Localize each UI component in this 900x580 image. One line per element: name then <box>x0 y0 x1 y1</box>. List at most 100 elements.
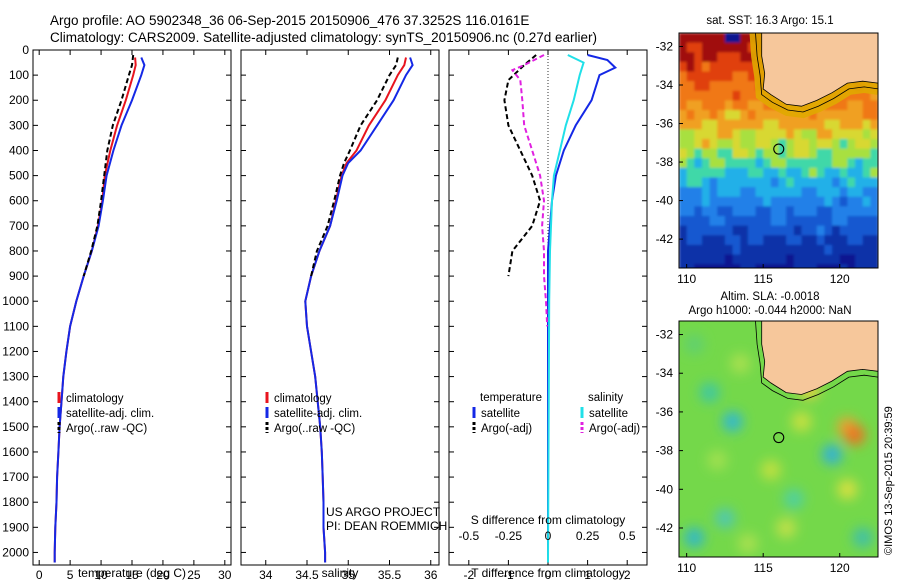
sst-cell <box>740 119 749 130</box>
sst-cell <box>724 110 734 121</box>
sst-cell <box>793 196 803 207</box>
sst-cell <box>801 177 810 188</box>
sla-map-title-1: Altim. SLA: -0.0018 <box>720 291 819 303</box>
sst-cell <box>755 187 764 198</box>
sst-cell <box>770 254 780 265</box>
sst-cell <box>694 110 703 121</box>
sst-cell <box>839 119 848 130</box>
sst-cell <box>724 61 734 73</box>
sst-cell <box>832 206 841 217</box>
profile-series-line <box>310 57 399 277</box>
sst-cell <box>694 61 703 73</box>
sst-cell <box>717 138 726 150</box>
sst-cell <box>686 196 695 207</box>
sst-cell <box>732 129 741 140</box>
sst-cell <box>709 138 718 150</box>
sst-cell <box>855 244 864 256</box>
x-tick-label: 35 <box>342 568 356 580</box>
secondary-x-tick-label: 0.5 <box>619 529 636 543</box>
sst-cell <box>747 225 757 236</box>
sla-argo-marker <box>773 432 785 444</box>
sst-cell <box>755 167 764 179</box>
sst-cell <box>701 167 711 179</box>
sst-cell <box>862 138 871 150</box>
sst-cell <box>870 90 878 102</box>
sst-cell <box>701 187 711 198</box>
sst-cell <box>755 100 764 111</box>
sst-cell <box>709 215 718 227</box>
difference-frame <box>448 49 648 566</box>
sst-cell <box>740 264 749 268</box>
sst-cell <box>793 148 803 159</box>
sst-cell <box>809 225 818 236</box>
sst-cell <box>732 177 741 188</box>
sst-cell <box>717 148 726 159</box>
x-tick-label: 34 <box>259 568 273 580</box>
sst-cell <box>786 138 795 150</box>
sst-cell <box>847 235 856 246</box>
sst-cell <box>717 167 726 179</box>
sst-cell <box>747 100 757 111</box>
sst-cell <box>740 196 749 207</box>
sst-cell <box>793 177 803 188</box>
sst-cell <box>793 206 803 217</box>
sst-cell <box>847 244 856 256</box>
sst-cell <box>763 215 772 227</box>
sst-cell <box>724 129 734 140</box>
sst-cell <box>870 235 878 246</box>
sst-cell <box>755 225 764 236</box>
sst-cell <box>679 71 688 82</box>
sst-cell <box>686 52 695 63</box>
map-y-tick-label: -34 <box>656 78 674 92</box>
sst-cell <box>870 244 878 256</box>
sst-cell <box>824 129 833 140</box>
sst-cell <box>709 129 718 140</box>
sst-cell <box>778 225 787 236</box>
sst-cell <box>870 119 878 130</box>
sst-cell <box>809 148 818 159</box>
sst-cell <box>770 129 780 140</box>
sst-cell <box>694 244 703 256</box>
sst-cell <box>732 81 741 92</box>
sst-cell <box>824 119 833 130</box>
sst-cell <box>755 264 764 268</box>
sst-cell <box>694 52 703 63</box>
sla-blob <box>760 459 781 480</box>
sst-cell <box>839 215 848 227</box>
sla-blob <box>845 425 866 446</box>
sst-cell <box>694 148 703 159</box>
sst-cell <box>763 177 772 188</box>
sst-cell <box>793 187 803 198</box>
temperature-frame <box>32 49 232 566</box>
sst-cell <box>870 167 878 179</box>
sst-cell <box>686 81 695 92</box>
sst-cell <box>717 244 726 256</box>
salinity-frame <box>240 49 440 566</box>
sst-cell <box>686 138 695 150</box>
sst-cell <box>747 264 757 268</box>
sst-cell <box>778 254 787 265</box>
temperature-legend: climatology satellite-adj. clim. Argo(..ra… <box>57 392 154 435</box>
y-tick-label: 1700 <box>2 470 29 484</box>
map-y-tick-label: -34 <box>656 366 674 380</box>
sst-cell <box>763 235 772 246</box>
sst-cell <box>786 206 795 217</box>
sst-cell <box>679 215 688 227</box>
sst-map-field <box>679 33 878 268</box>
sst-cell <box>747 196 757 207</box>
sst-cell <box>679 129 688 140</box>
x-tick-label: -2 <box>463 568 474 580</box>
sst-cell <box>786 244 795 256</box>
sst-cell <box>679 100 688 111</box>
sst-cell <box>740 206 749 217</box>
sst-cell <box>862 235 871 246</box>
sst-cell <box>839 167 848 179</box>
sst-cell <box>724 177 734 188</box>
sst-cell <box>724 33 734 44</box>
sst-cell <box>679 187 688 198</box>
sst-cell <box>694 187 703 198</box>
sst-cell <box>862 215 871 227</box>
sst-cell <box>747 187 757 198</box>
sst-cell <box>870 177 878 188</box>
sst-cell <box>870 158 878 169</box>
